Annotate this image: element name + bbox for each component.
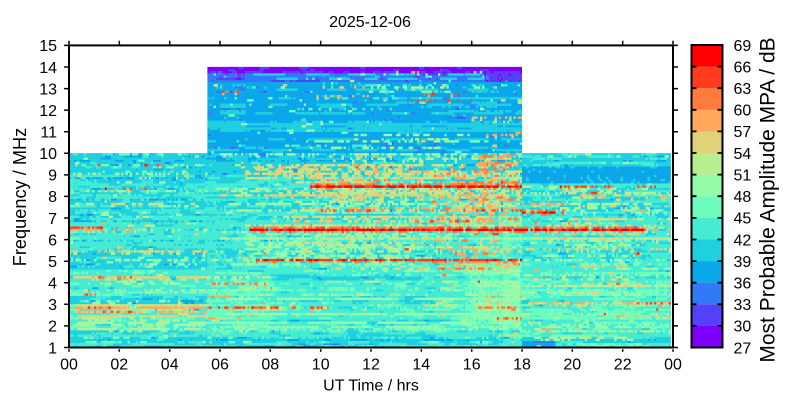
svg-text:6: 6 <box>48 232 57 249</box>
svg-text:12: 12 <box>39 103 57 120</box>
svg-text:02: 02 <box>110 357 128 374</box>
svg-text:1: 1 <box>48 340 57 357</box>
svg-text:30: 30 <box>734 319 752 336</box>
svg-text:2025-12-06: 2025-12-06 <box>329 14 411 31</box>
svg-text:06: 06 <box>211 357 229 374</box>
svg-text:4: 4 <box>48 276 57 293</box>
svg-text:42: 42 <box>734 232 752 249</box>
svg-text:14: 14 <box>412 357 430 374</box>
svg-text:54: 54 <box>734 146 752 163</box>
svg-text:39: 39 <box>734 254 752 271</box>
svg-text:00: 00 <box>664 357 682 374</box>
svg-text:3: 3 <box>48 297 57 314</box>
svg-text:2: 2 <box>48 319 57 336</box>
svg-text:33: 33 <box>734 297 752 314</box>
svg-text:66: 66 <box>734 59 752 76</box>
svg-text:22: 22 <box>614 357 632 374</box>
svg-text:10: 10 <box>39 146 57 163</box>
svg-text:UT Time / hrs: UT Time / hrs <box>323 378 419 395</box>
svg-text:57: 57 <box>734 124 752 141</box>
svg-text:63: 63 <box>734 81 752 98</box>
svg-text:04: 04 <box>161 357 179 374</box>
svg-text:45: 45 <box>734 211 752 228</box>
svg-text:12: 12 <box>362 357 380 374</box>
svg-text:27: 27 <box>734 340 752 357</box>
svg-text:Frequency / MHz: Frequency / MHz <box>10 128 30 266</box>
svg-text:16: 16 <box>463 357 481 374</box>
svg-text:36: 36 <box>734 276 752 293</box>
svg-text:9: 9 <box>48 168 57 185</box>
svg-text:48: 48 <box>734 189 752 206</box>
svg-text:7: 7 <box>48 211 57 228</box>
svg-text:60: 60 <box>734 103 752 120</box>
svg-text:14: 14 <box>39 60 57 77</box>
svg-text:18: 18 <box>513 357 531 374</box>
svg-text:11: 11 <box>40 125 57 142</box>
svg-text:69: 69 <box>734 38 752 55</box>
svg-text:Most Probable Amplitude MPA /: Most Probable Amplitude MPA / dB <box>757 37 780 362</box>
svg-text:5: 5 <box>48 254 57 271</box>
svg-text:08: 08 <box>261 357 279 374</box>
svg-text:51: 51 <box>734 167 752 184</box>
svg-text:13: 13 <box>39 81 57 98</box>
svg-text:8: 8 <box>48 189 57 206</box>
svg-text:15: 15 <box>39 38 57 55</box>
svg-text:20: 20 <box>563 357 581 374</box>
svg-text:00: 00 <box>60 357 78 374</box>
svg-text:10: 10 <box>312 357 330 374</box>
